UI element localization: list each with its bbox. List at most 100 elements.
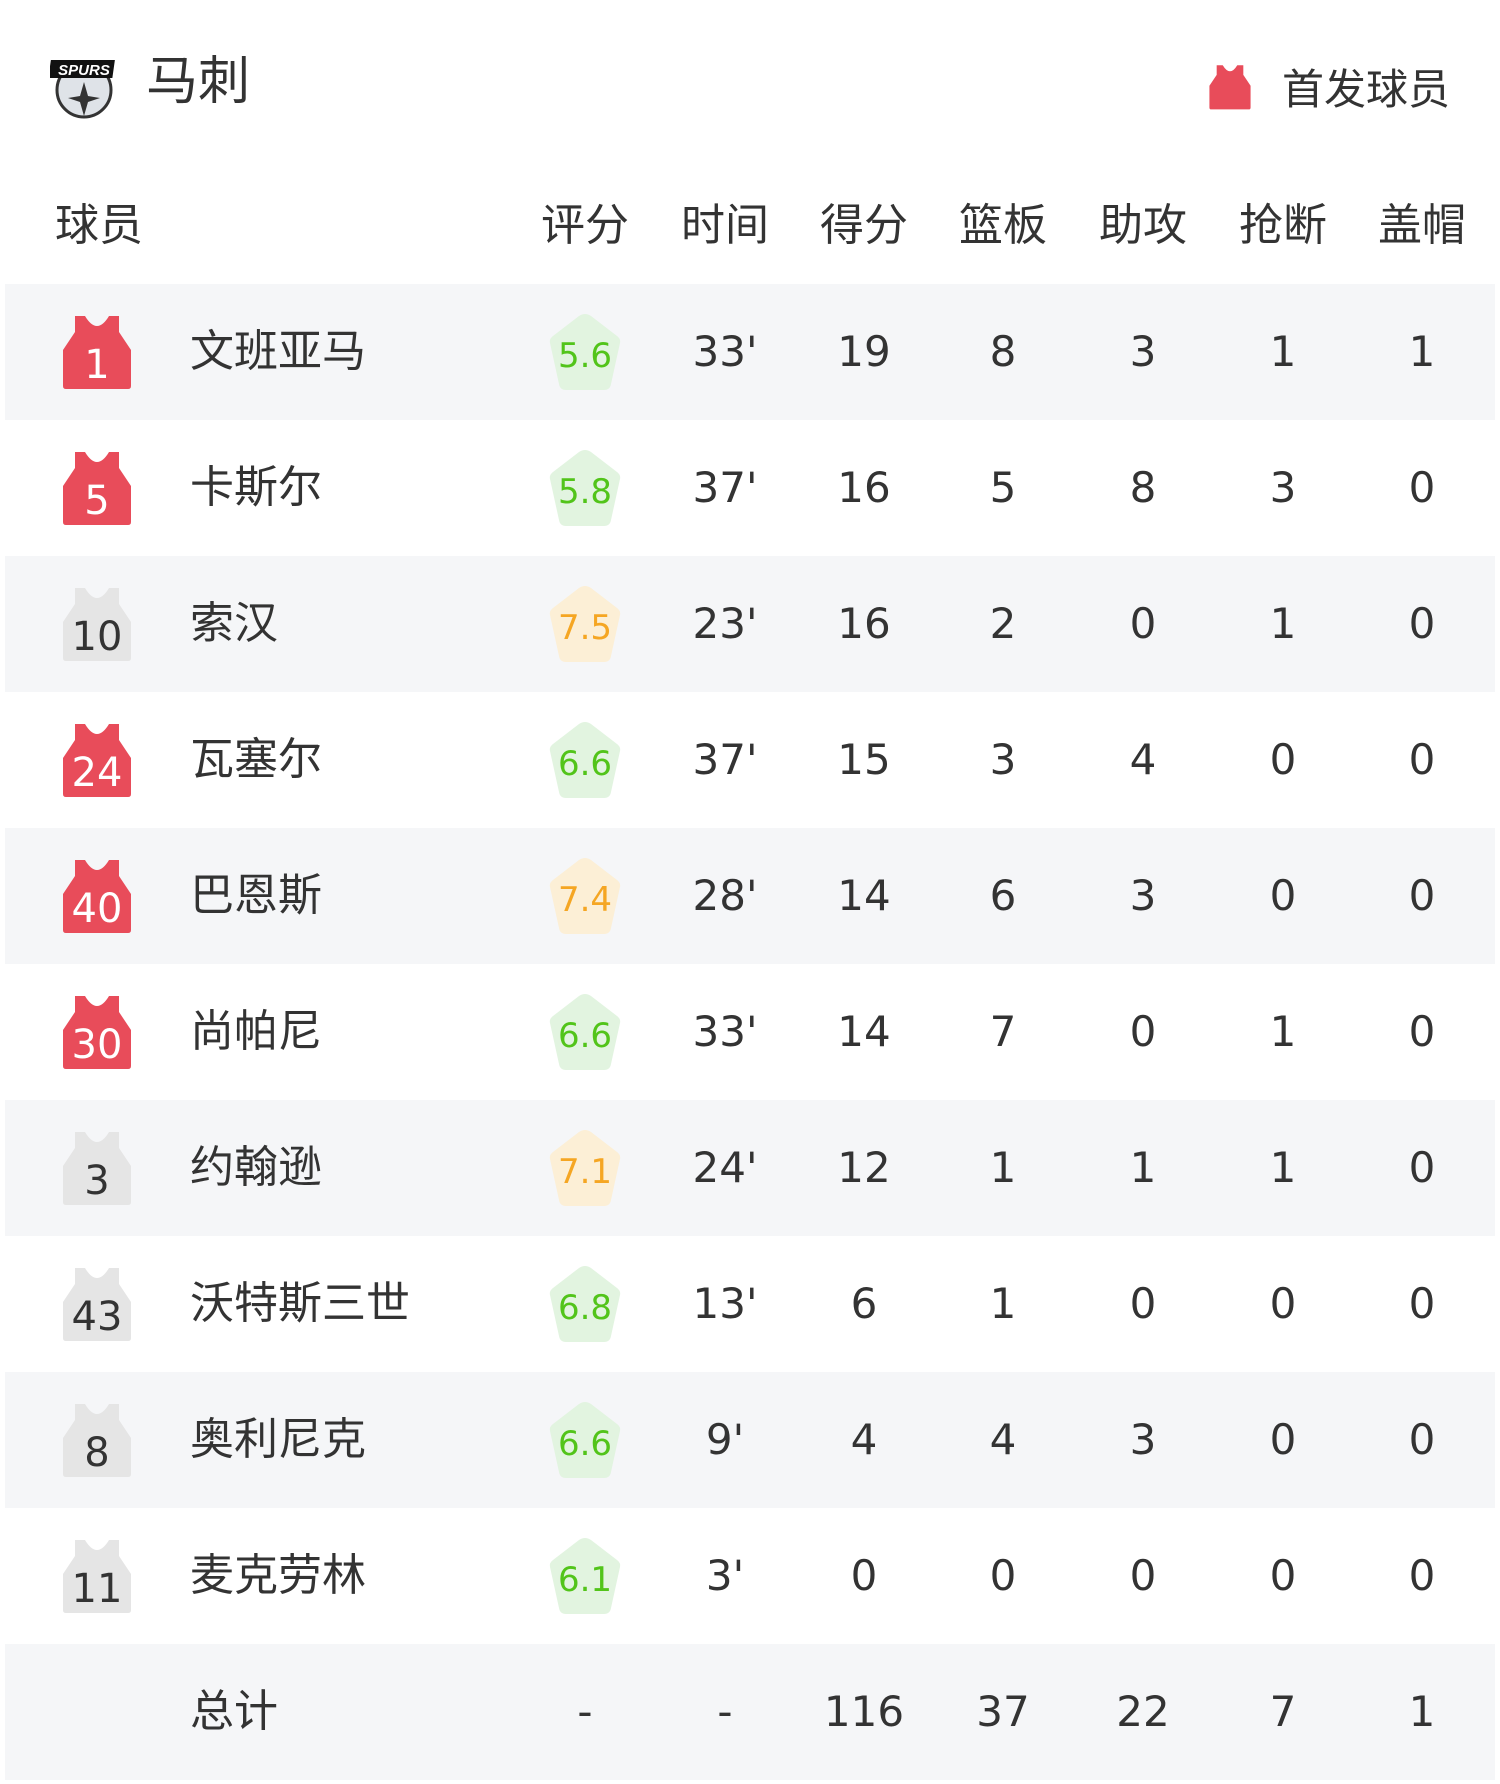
- jersey-icon: 1: [61, 314, 133, 390]
- jersey-icon: 3: [61, 1130, 133, 1206]
- col-rating: 评分: [541, 200, 629, 251]
- pts-cell: 12: [837, 1143, 891, 1192]
- reb-cell: 6: [989, 871, 1017, 920]
- player-name[interactable]: 卡斯尔: [190, 462, 322, 513]
- blk-cell: 0: [1408, 1415, 1436, 1464]
- rating-value: 6.6: [557, 1016, 613, 1056]
- player-row[interactable]: 11 麦克劳林 6.1 3' 0 0 0 0 0: [5, 1508, 1495, 1644]
- time-cell: 33': [692, 327, 758, 376]
- player-row[interactable]: 8 奥利尼克 6.6 9' 4 4 3 0 0: [5, 1372, 1495, 1508]
- stl-cell: 0: [1269, 735, 1297, 784]
- stl-cell: 0: [1269, 1415, 1297, 1464]
- player-row[interactable]: 1 文班亚马 5.6 33' 19 8 3 1 1: [5, 284, 1495, 420]
- stl-cell: 0: [1269, 1279, 1297, 1328]
- player-name[interactable]: 麦克劳林: [190, 1550, 366, 1601]
- time-cell: 33': [692, 1007, 758, 1056]
- col-points: 得分: [820, 200, 908, 251]
- blk-cell: 1: [1408, 1687, 1436, 1736]
- blk-cell: 0: [1408, 1143, 1436, 1192]
- player-name[interactable]: 巴恩斯: [190, 870, 322, 921]
- time-cell: 23': [692, 599, 758, 648]
- legend-label: 首发球员: [1281, 65, 1450, 114]
- stl-cell: 1: [1269, 599, 1297, 648]
- pts-cell: 0: [850, 1551, 878, 1600]
- pts-cell: 15: [837, 735, 891, 784]
- col-player: 球员: [55, 200, 143, 251]
- jersey-icon: 24: [61, 722, 133, 798]
- ast-cell: 4: [1129, 735, 1157, 784]
- rating-badge: 6.1: [545, 1534, 625, 1618]
- time-cell: -: [717, 1687, 733, 1736]
- stl-cell: 0: [1269, 1551, 1297, 1600]
- stl-cell: 1: [1269, 327, 1297, 376]
- player-row[interactable]: 5 卡斯尔 5.8 37' 16 5 8 3 0: [5, 420, 1495, 556]
- jersey-icon: 11: [61, 1538, 133, 1614]
- player-row[interactable]: 43 沃特斯三世 6.8 13' 6 1 0 0 0: [5, 1236, 1495, 1372]
- col-blocks: 盖帽: [1378, 200, 1466, 251]
- jersey-icon: 5: [61, 450, 133, 526]
- player-name[interactable]: 奥利尼克: [190, 1414, 366, 1465]
- player-row[interactable]: 10 索汉 7.5 23' 16 2 0 1 0: [5, 556, 1495, 692]
- player-name[interactable]: 约翰逊: [190, 1142, 322, 1193]
- jersey-icon: 40: [61, 858, 133, 934]
- rating-value: 7.1: [557, 1152, 613, 1192]
- ast-cell: 8: [1129, 463, 1157, 512]
- rating-value: 5.8: [557, 472, 613, 512]
- ast-cell: 0: [1129, 1007, 1157, 1056]
- jersey-number: 3: [84, 1158, 110, 1204]
- rating-badge: 6.6: [545, 1398, 625, 1482]
- jersey-icon: 30: [61, 994, 133, 1070]
- player-name[interactable]: 索汉: [190, 598, 278, 649]
- player-row[interactable]: 3 约翰逊 7.1 24' 12 1 1 1 0: [5, 1100, 1495, 1236]
- pts-cell: 4: [850, 1415, 878, 1464]
- jersey-number: 11: [71, 1566, 123, 1612]
- stl-cell: 7: [1269, 1687, 1297, 1736]
- jersey-icon: 10: [61, 586, 133, 662]
- player-row[interactable]: 40 巴恩斯 7.4 28' 14 6 3 0 0: [5, 828, 1495, 964]
- player-name[interactable]: 沃特斯三世: [190, 1278, 410, 1329]
- time-cell: 24': [692, 1143, 758, 1192]
- blk-cell: 0: [1408, 735, 1436, 784]
- col-rebounds: 篮板: [959, 200, 1047, 251]
- ast-cell: 22: [1116, 1687, 1170, 1736]
- reb-cell: 4: [989, 1415, 1017, 1464]
- time-cell: 9': [705, 1415, 745, 1464]
- rating-badge: 7.5: [545, 582, 625, 666]
- spurs-logo: SPURS: [50, 60, 115, 119]
- rating-badge: 7.4: [545, 854, 625, 938]
- ast-cell: 0: [1129, 1551, 1157, 1600]
- rating-badge: 6.6: [545, 718, 625, 802]
- stl-cell: 0: [1269, 871, 1297, 920]
- pts-cell: 14: [837, 1007, 891, 1056]
- time-cell: 3': [705, 1551, 745, 1600]
- blk-cell: 0: [1408, 1007, 1436, 1056]
- reb-cell: 7: [989, 1007, 1017, 1056]
- jersey-icon: 43: [61, 1266, 133, 1342]
- player-row[interactable]: 30 尚帕尼 6.6 33' 14 7 0 1 0: [5, 964, 1495, 1100]
- rating-badge: 6.6: [545, 990, 625, 1074]
- ast-cell: 3: [1129, 327, 1157, 376]
- rating-value: 7.5: [557, 608, 613, 648]
- ast-cell: 0: [1129, 1279, 1157, 1328]
- jersey-number: 5: [84, 478, 110, 524]
- rating-badge: 5.6: [545, 310, 625, 394]
- pts-cell: 116: [823, 1687, 905, 1736]
- rating-badge: 6.8: [545, 1262, 625, 1346]
- player-name[interactable]: 瓦塞尔: [190, 734, 322, 785]
- rating-value: 6.6: [557, 744, 613, 784]
- jersey-number: 30: [71, 1022, 123, 1068]
- ast-cell: 0: [1129, 599, 1157, 648]
- blk-cell: 0: [1408, 1279, 1436, 1328]
- reb-cell: 3: [989, 735, 1017, 784]
- team-name: 马刺: [146, 52, 251, 112]
- reb-cell: 1: [989, 1143, 1017, 1192]
- starter-legend: 首发球员: [1208, 56, 1450, 117]
- pts-cell: 19: [837, 327, 891, 376]
- reb-cell: 37: [976, 1687, 1030, 1736]
- player-name[interactable]: 文班亚马: [190, 326, 366, 377]
- table-header: 球员 评分 时间 得分 篮板 助攻 抢断 盖帽: [0, 196, 1500, 256]
- player-row[interactable]: 24 瓦塞尔 6.6 37' 15 3 4 0 0: [5, 692, 1495, 828]
- player-name[interactable]: 尚帕尼: [190, 1006, 322, 1057]
- stl-cell: 1: [1269, 1007, 1297, 1056]
- jersey-number: 24: [71, 750, 123, 796]
